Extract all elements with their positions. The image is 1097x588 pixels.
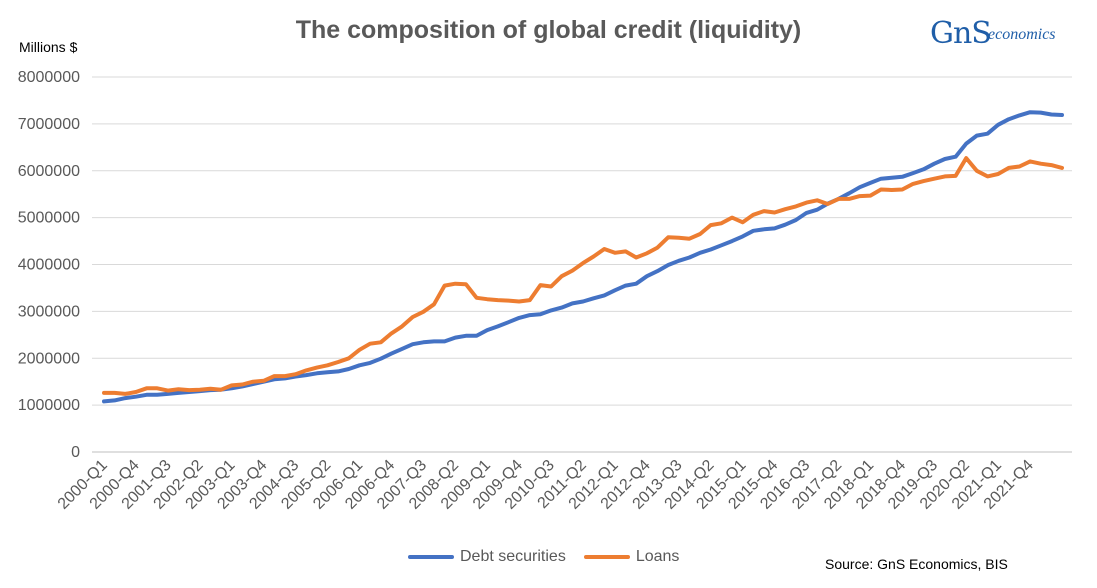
y-tick-label: 1000000	[18, 397, 80, 414]
y-tick-label: 5000000	[18, 210, 80, 227]
legend-label-debt-securities: Debt securities	[460, 548, 566, 565]
legend-item-debt-securities: Debt securities	[408, 548, 566, 566]
y-tick-label: 8000000	[18, 69, 80, 86]
legend: Debt securities Loans	[408, 548, 697, 566]
source-annotation: Source: GnS Economics, BIS	[825, 556, 1008, 572]
series-line-loans	[102, 156, 1064, 396]
y-tick-label: 6000000	[18, 163, 80, 180]
logo-economics-text: economics	[988, 26, 1056, 43]
legend-label-loans: Loans	[635, 548, 680, 565]
y-tick-label: 7000000	[18, 116, 80, 133]
legend-item-loans: Loans	[583, 548, 680, 566]
y-tick-label: 3000000	[18, 303, 80, 320]
y-tick-label: 0	[71, 444, 80, 461]
y-tick-label: 4000000	[18, 257, 80, 274]
chart-title: The composition of global credit (liquid…	[295, 16, 802, 44]
y-tick-label: 2000000	[18, 350, 80, 367]
y-axis-unit-label: Millions $	[19, 39, 78, 55]
logo-gns-text: GnS	[930, 16, 992, 51]
legend-swatch-debt-securities	[408, 555, 454, 559]
legend-swatch-loans	[583, 555, 630, 559]
gns-economics-logo: GnS economics	[930, 14, 1080, 60]
